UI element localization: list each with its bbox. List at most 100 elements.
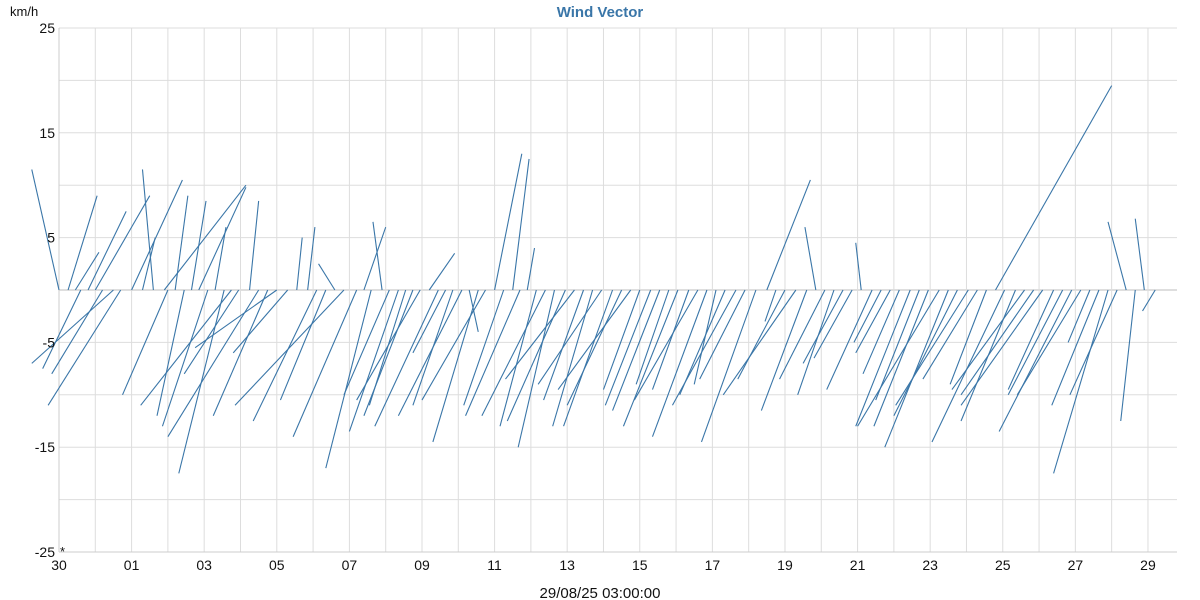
x-tick-label: 15 — [632, 557, 648, 573]
wind-vector — [234, 289, 345, 406]
wind-vector — [87, 211, 127, 291]
x-tick-label: 05 — [269, 557, 285, 573]
wind-vector — [602, 289, 641, 390]
wind-vector — [922, 289, 978, 380]
wind-vector — [1134, 218, 1145, 291]
chart-title: Wind Vector — [557, 4, 644, 21]
wind-vector — [325, 289, 372, 469]
x-tick-label: 17 — [705, 557, 721, 573]
wind-vector — [563, 289, 614, 427]
wind-vector — [1142, 289, 1156, 312]
wind-vector — [481, 289, 546, 417]
x-tick-label: 01 — [124, 557, 140, 573]
wind-vector — [813, 289, 853, 359]
wind-vector — [895, 289, 969, 406]
wind-vector — [214, 227, 227, 291]
wind-vector — [855, 289, 911, 427]
wind-vector — [31, 289, 114, 364]
wind-vector — [494, 153, 523, 291]
wind-vector — [875, 289, 920, 401]
wind-vector — [857, 289, 940, 427]
wind-vector — [512, 158, 530, 291]
wind-vector — [826, 289, 873, 390]
y-tick-label: -5 — [43, 334, 56, 350]
x-tick-label: 23 — [922, 557, 938, 573]
x-tick-label: 21 — [850, 557, 866, 573]
wind-vector — [1016, 289, 1082, 396]
y-tick-label: -25 — [35, 544, 55, 560]
wind-vector — [74, 251, 100, 291]
wind-vector — [141, 237, 156, 291]
wind-vector — [873, 289, 929, 427]
wind-vector — [931, 289, 1006, 443]
wind-vector — [372, 221, 383, 291]
wind-vector — [651, 289, 690, 390]
x-tick-label: 07 — [342, 557, 358, 573]
wind-vector — [279, 289, 327, 401]
wind-vector — [232, 289, 289, 354]
wind-vector — [737, 289, 786, 380]
wind-vector — [183, 289, 240, 375]
wind-vector — [995, 85, 1113, 291]
wind-vector — [397, 289, 463, 417]
wind-vector — [1053, 289, 1109, 474]
wind-vector — [465, 289, 521, 416]
y-tick-label: 5 — [47, 230, 55, 246]
wind-vector — [141, 169, 154, 291]
wind-vector — [802, 289, 844, 364]
cursor-time-label: 29/08/25 03:00:00 — [540, 585, 661, 600]
y-tick-label: 15 — [39, 125, 55, 141]
wind-vector — [797, 289, 835, 395]
wind-vector — [505, 289, 575, 380]
wind-vector — [356, 289, 421, 401]
wind-vector — [348, 289, 399, 432]
wind-vector — [318, 263, 336, 291]
wind-vector — [252, 289, 318, 422]
wind-vector — [343, 289, 390, 396]
wind-vector — [893, 289, 958, 417]
wind-vector — [506, 289, 566, 422]
x-tick-label: 19 — [777, 557, 793, 573]
wind-vector — [374, 289, 439, 427]
wind-vector — [432, 289, 479, 443]
x-tick-label: 30 — [51, 557, 67, 573]
wind-vector — [1107, 221, 1127, 291]
wind-vector — [635, 289, 670, 385]
wind-vector — [174, 195, 189, 291]
x-tick-label: 09 — [414, 557, 430, 573]
wind-vector — [167, 289, 260, 438]
wind-vector — [463, 289, 505, 406]
wind-vector — [194, 289, 278, 349]
wind-vector — [764, 289, 777, 322]
wind-vector — [161, 289, 209, 427]
x-tick-label: 29 — [1140, 557, 1156, 573]
wind-vector — [140, 289, 232, 406]
wind-vector — [412, 289, 447, 354]
wind-vector — [884, 289, 949, 448]
grid-layer — [58, 27, 1177, 553]
wind-vector — [604, 289, 652, 406]
wind-vector — [67, 195, 98, 291]
wind-vector — [855, 289, 891, 354]
wind-vector — [1069, 289, 1118, 396]
wind-vector — [949, 289, 987, 385]
wind-vector — [212, 289, 269, 416]
wind-vector — [722, 289, 797, 396]
wind-vector — [766, 179, 811, 291]
x-tick-label: 11 — [487, 557, 502, 573]
wind-vector — [198, 187, 247, 291]
wind-vector — [699, 289, 746, 380]
wind-vector — [421, 289, 486, 401]
wind-vector — [307, 227, 316, 291]
wind-vector — [1120, 289, 1136, 422]
x-tick-label: 03 — [196, 557, 212, 573]
wind-vector — [499, 289, 537, 427]
wind-vector — [363, 289, 414, 416]
wind-vector — [190, 200, 207, 291]
wind-vector — [156, 289, 185, 416]
wind-vector — [612, 289, 661, 411]
wind-vector — [566, 289, 623, 406]
y-tick-label: 25 — [39, 20, 55, 36]
wind-vector — [855, 242, 862, 291]
